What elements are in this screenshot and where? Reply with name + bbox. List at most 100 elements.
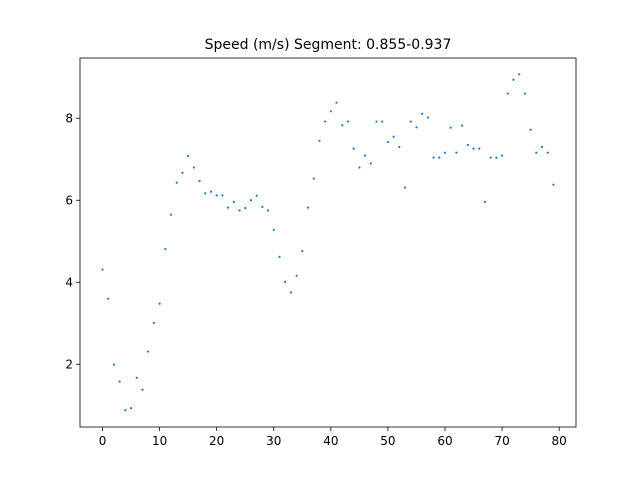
data-point [152,321,156,324]
data-point [398,145,401,149]
data-point [381,120,384,123]
data-point [215,194,218,197]
data-point [175,181,178,184]
data-point [164,247,167,251]
data-point [324,120,327,123]
data-point [358,166,361,169]
x-tick-label: 30 [266,434,281,448]
data-point [461,124,464,127]
data-point [443,151,447,154]
data-point [546,151,549,154]
data-point [552,183,555,186]
data-point [289,291,292,294]
y-axis: 2 4 6 8 [65,111,80,371]
data-point [341,124,344,127]
data-point [506,92,509,95]
data-point [301,250,304,253]
x-tick-label: 50 [380,434,395,448]
data-point [375,120,378,123]
data-point [421,112,424,115]
y-tick-label: 2 [65,357,73,371]
y-tick-label: 4 [65,275,73,289]
data-point [449,126,452,129]
data-point [455,151,458,154]
data-point [112,363,116,366]
data-point [192,166,195,169]
data-point [409,120,412,123]
data-point [158,302,161,305]
data-point [535,151,538,154]
data-point [540,145,544,149]
data-point [529,128,532,131]
data-point [364,154,367,157]
data-point [101,268,104,271]
data-point [107,297,110,300]
data-point [312,177,315,180]
data-points [101,73,555,412]
data-point [518,73,521,76]
data-point [181,171,184,174]
data-point [438,156,441,159]
x-tick-label: 10 [152,434,167,448]
x-tick-label: 60 [437,434,452,448]
data-point [318,139,321,142]
data-point [329,110,332,113]
data-point [141,388,144,391]
data-point [266,209,270,212]
data-point [232,200,235,204]
x-axis: 0 10 20 30 40 50 60 70 80 [99,427,567,448]
x-tick-label: 80 [552,434,567,448]
data-point [489,156,492,159]
data-point [335,101,338,104]
data-point [278,255,281,258]
data-point [392,135,395,138]
data-point [135,376,138,379]
data-point [466,143,469,147]
data-point [147,350,150,353]
data-point [198,179,201,183]
data-point [221,194,224,197]
data-point [472,147,475,150]
data-point [306,206,310,209]
data-point [495,156,498,159]
data-point [352,147,355,150]
data-point [386,140,390,144]
data-point [415,126,418,129]
data-point [124,409,127,412]
data-point [432,156,435,159]
x-tick-label: 40 [323,434,338,448]
data-point [249,199,253,202]
plot-frame [79,57,577,428]
data-point [512,78,515,81]
data-point [346,120,350,123]
data-point [227,206,230,209]
x-tick-label: 0 [99,434,107,448]
data-point [500,154,504,157]
x-tick-label: 20 [209,434,224,448]
data-point [169,213,173,216]
data-point [255,194,258,197]
chart-title: Speed (m/s) Segment: 0.855-0.937 [205,37,452,53]
data-point [403,186,407,189]
y-tick-label: 8 [65,111,73,125]
data-point [204,192,207,195]
data-point [426,116,429,119]
data-point [129,407,133,410]
data-point [483,200,487,204]
data-point [187,154,190,158]
data-point [118,380,121,383]
data-point [284,280,287,283]
data-point [478,147,481,150]
data-point [209,190,213,193]
data-point [272,228,275,231]
data-point [261,205,264,208]
x-tick-label: 70 [494,434,509,448]
data-point [369,162,372,165]
data-point [523,92,527,95]
data-point [238,209,241,212]
data-point [244,206,247,210]
data-point [295,274,298,277]
y-tick-label: 6 [65,193,73,207]
